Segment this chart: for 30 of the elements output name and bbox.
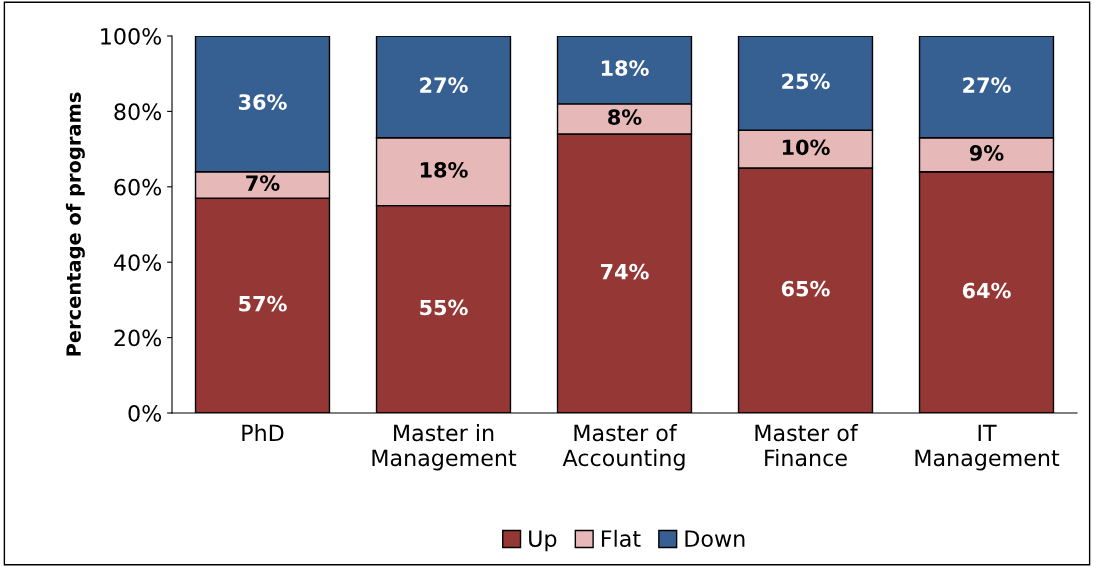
data-label: 25% <box>782 73 830 90</box>
y-tick-label: 60% <box>114 178 162 196</box>
x-tick-label: Master of Finance <box>755 424 859 467</box>
y-tick-label: 80% <box>114 103 162 121</box>
data-label: 10% <box>782 139 830 156</box>
x-tick-label: PhD <box>242 424 284 441</box>
legend-label: Flat <box>601 529 641 548</box>
x-tick-label: Master in Management <box>372 424 517 471</box>
x-tick-label: IT Management <box>915 424 1060 471</box>
data-label: 18% <box>601 60 649 76</box>
data-label: 27% <box>963 77 1011 93</box>
data-label: 27% <box>420 77 468 93</box>
x-tick-label: Master of Accounting <box>562 424 685 471</box>
y-tick-label: 20% <box>114 329 162 347</box>
y-tick-label: 0% <box>128 404 162 422</box>
data-label: 57% <box>239 295 287 312</box>
y-tick-label: 40% <box>113 254 162 271</box>
y-tick-label: 100% <box>101 27 162 45</box>
data-label: 18% <box>420 162 468 178</box>
data-label: 55% <box>420 299 468 316</box>
y-axis-title: Percentage of programs <box>65 92 85 356</box>
data-label: 8% <box>608 109 642 125</box>
legend-label: Up <box>529 530 557 552</box>
data-label: 7% <box>246 175 280 191</box>
data-label: 64% <box>962 282 1011 299</box>
data-label: 65% <box>781 280 830 297</box>
data-label: 9% <box>969 145 1004 161</box>
data-label: 74% <box>600 263 649 280</box>
data-label: 36% <box>238 94 287 110</box>
legend-label: Down <box>685 530 745 548</box>
